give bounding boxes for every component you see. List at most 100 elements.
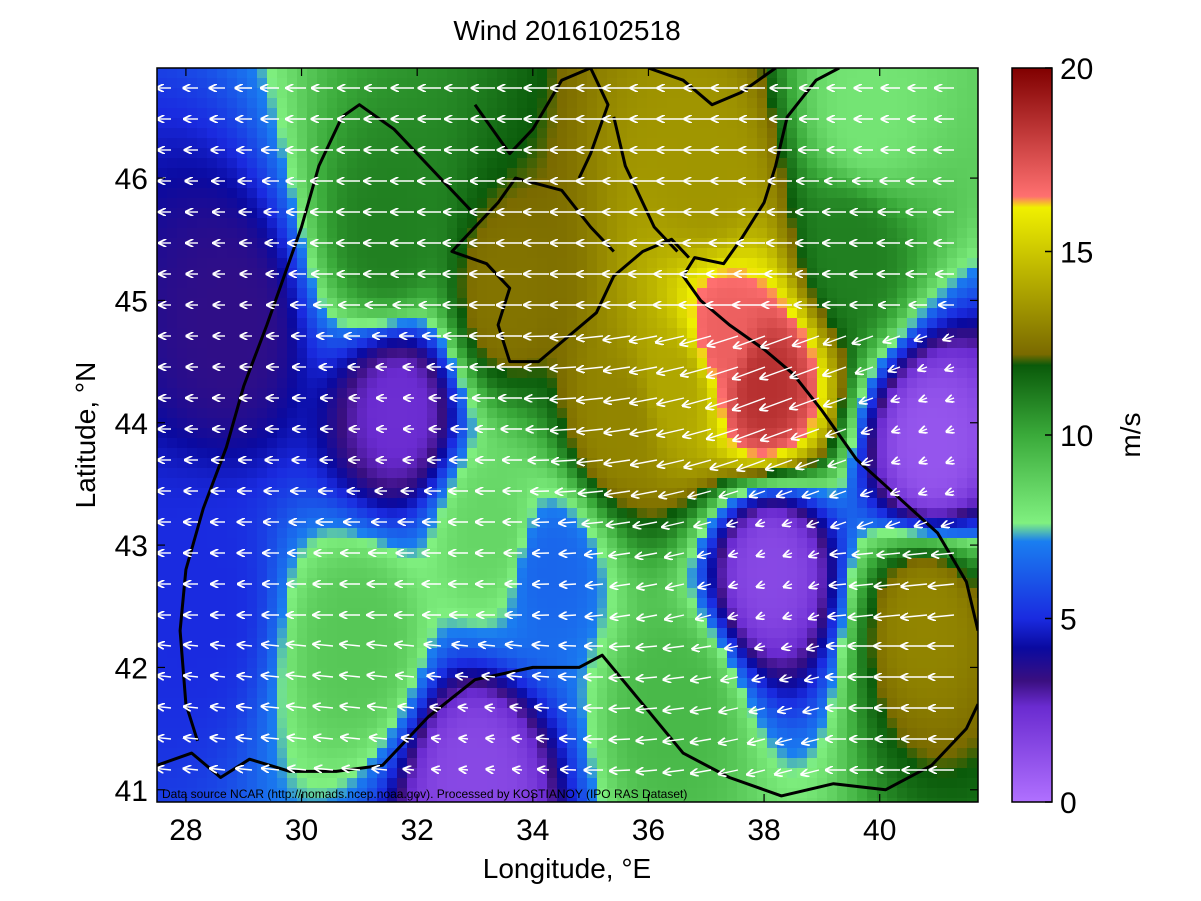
field-cell (357, 368, 368, 379)
field-cell (237, 788, 248, 799)
field-cell (177, 168, 188, 179)
field-cell (207, 428, 218, 439)
field-cell (727, 708, 738, 719)
field-cell (707, 78, 718, 89)
field-cell (327, 768, 338, 779)
field-cell (237, 678, 248, 689)
field-cell (727, 198, 738, 209)
field-cell (687, 108, 698, 119)
field-cell (237, 718, 248, 729)
field-cell (357, 208, 368, 219)
field-cell (497, 418, 508, 429)
field-cell (817, 88, 828, 99)
field-cell (247, 378, 258, 389)
field-cell (587, 618, 598, 629)
field-cell (337, 678, 348, 689)
field-cell (807, 148, 818, 159)
field-cell (217, 358, 228, 369)
field-cell (227, 528, 238, 539)
field-cell (587, 358, 598, 369)
field-cell (727, 168, 738, 179)
field-cell (557, 248, 568, 259)
field-cell (487, 788, 498, 799)
field-cell (447, 638, 458, 649)
field-cell (267, 558, 278, 569)
field-cell (607, 198, 618, 209)
field-cell (777, 498, 788, 509)
field-cell (687, 688, 698, 699)
field-cell (667, 328, 678, 339)
field-cell (437, 118, 448, 129)
field-cell (717, 578, 728, 589)
field-cell (347, 208, 358, 219)
field-cell (707, 408, 718, 419)
field-cell (587, 508, 598, 519)
field-cell (517, 718, 528, 729)
field-cell (537, 68, 548, 79)
field-cell (157, 648, 168, 659)
field-cell (517, 588, 528, 599)
field-cell (547, 578, 558, 589)
field-cell (737, 348, 748, 359)
field-cell (557, 708, 568, 719)
field-cell (367, 798, 378, 802)
field-cell (637, 178, 648, 189)
field-cell (657, 108, 668, 119)
field-cell (247, 398, 258, 409)
field-cell (627, 438, 638, 449)
field-cell (557, 428, 568, 439)
field-cell (667, 478, 678, 489)
field-cell (487, 168, 498, 179)
field-cell (237, 158, 248, 169)
field-cell (177, 308, 188, 319)
field-cell (687, 618, 698, 629)
field-cell (797, 168, 808, 179)
field-cell (187, 208, 198, 219)
field-cell (707, 778, 718, 789)
field-cell (387, 668, 398, 679)
field-cell (517, 618, 528, 629)
field-cell (437, 338, 448, 349)
field-cell (177, 298, 188, 309)
field-cell (167, 118, 178, 129)
field-cell (337, 368, 348, 379)
field-cell (207, 668, 218, 679)
field-cell (267, 328, 278, 339)
field-cell (457, 428, 468, 439)
field-cell (687, 638, 698, 649)
field-cell (637, 208, 648, 219)
field-cell (547, 688, 558, 699)
field-cell (547, 138, 558, 149)
field-cell (527, 448, 538, 459)
field-cell (177, 408, 188, 419)
field-cell (567, 668, 578, 679)
field-cell (217, 438, 228, 449)
field-cell (517, 478, 528, 489)
field-cell (157, 708, 168, 719)
field-cell (287, 138, 298, 149)
field-cell (237, 108, 248, 119)
field-cell (687, 298, 698, 309)
field-cell (407, 558, 418, 569)
field-cell (737, 308, 748, 319)
field-cell (167, 418, 178, 429)
field-cell (507, 148, 518, 159)
field-cell (357, 638, 368, 649)
field-cell (247, 438, 258, 449)
field-cell (207, 208, 218, 219)
field-cell (787, 348, 798, 359)
field-cell (627, 578, 638, 589)
field-cell (297, 208, 308, 219)
field-cell (387, 638, 398, 649)
field-cell (607, 708, 618, 719)
field-cell (187, 728, 198, 739)
field-cell (437, 258, 448, 269)
field-cell (727, 118, 738, 129)
field-cell (257, 378, 268, 389)
field-cell (307, 558, 318, 569)
field-cell (467, 428, 478, 439)
field-cell (357, 88, 368, 99)
field-cell (437, 328, 448, 339)
field-cell (167, 768, 178, 779)
field-cell (397, 278, 408, 289)
